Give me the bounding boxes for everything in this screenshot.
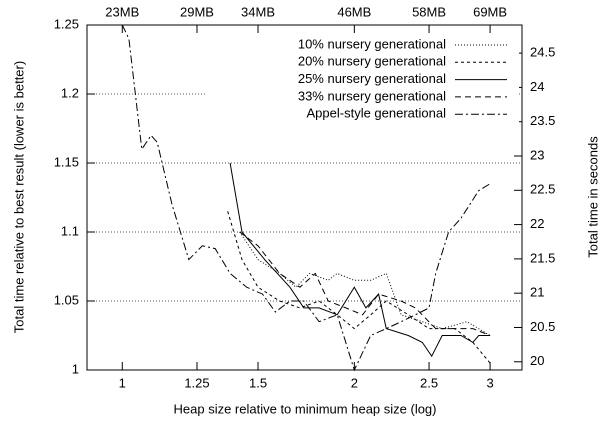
x-tick-label: 1 (119, 375, 126, 390)
series-line (239, 231, 491, 336)
series-line (121, 24, 491, 372)
y2-tick-label: 22 (530, 216, 544, 231)
y2-tick-label: 23.5 (530, 113, 555, 128)
x-tick-label: 3 (486, 375, 493, 390)
x2-tick-label: 58MB (412, 4, 446, 19)
y2-axis-label: Total time in seconds (585, 136, 600, 258)
y-tick-label: 1.1 (61, 223, 79, 238)
series-line (227, 211, 491, 364)
x2-tick-label: 69MB (473, 4, 507, 19)
x2-tick-label: 23MB (105, 4, 139, 19)
x2-tick-label: 34MB (241, 4, 275, 19)
x-tick-label: 2 (351, 375, 358, 390)
legend-label: Appel-style generational (307, 106, 447, 121)
y2-tick-label: 20.5 (530, 319, 555, 334)
y-tick-label: 1 (72, 361, 79, 376)
y2-tick-label: 24.5 (530, 45, 555, 60)
y-tick-label: 1.15 (54, 154, 79, 169)
legend-label: 10% nursery generational (298, 36, 446, 51)
y2-tick-label: 22.5 (530, 182, 555, 197)
plot-frame (86, 24, 523, 371)
x-tick-label: 1.5 (249, 375, 267, 390)
x-tick-label: 1.25 (184, 375, 209, 390)
y-tick-label: 1.05 (54, 292, 79, 307)
x2-tick-label: 29MB (180, 4, 214, 19)
grid (87, 93, 522, 302)
y2-tick-label: 21.5 (530, 250, 555, 265)
legend-label: 25% nursery generational (298, 71, 446, 86)
y-tick-label: 1.25 (54, 16, 79, 31)
y-tick-label: 1.2 (61, 85, 79, 100)
legend-label: 33% nursery generational (298, 88, 446, 103)
y2-tick-label: 24 (530, 79, 544, 94)
legend-label: 20% nursery generational (298, 54, 446, 69)
y2-tick-label: 23 (530, 147, 544, 162)
x-tick-label: 2.5 (420, 375, 438, 390)
series-line (229, 162, 491, 358)
x-axis-label: Heap size relative to minimum heap size … (174, 401, 437, 416)
series-line (239, 231, 491, 336)
y-axis-label: Total time relative to best result (lowe… (11, 61, 26, 333)
x2-tick-label: 46MB (337, 4, 371, 19)
y2-tick-label: 20 (530, 353, 544, 368)
y2-tick-label: 21 (530, 285, 544, 300)
